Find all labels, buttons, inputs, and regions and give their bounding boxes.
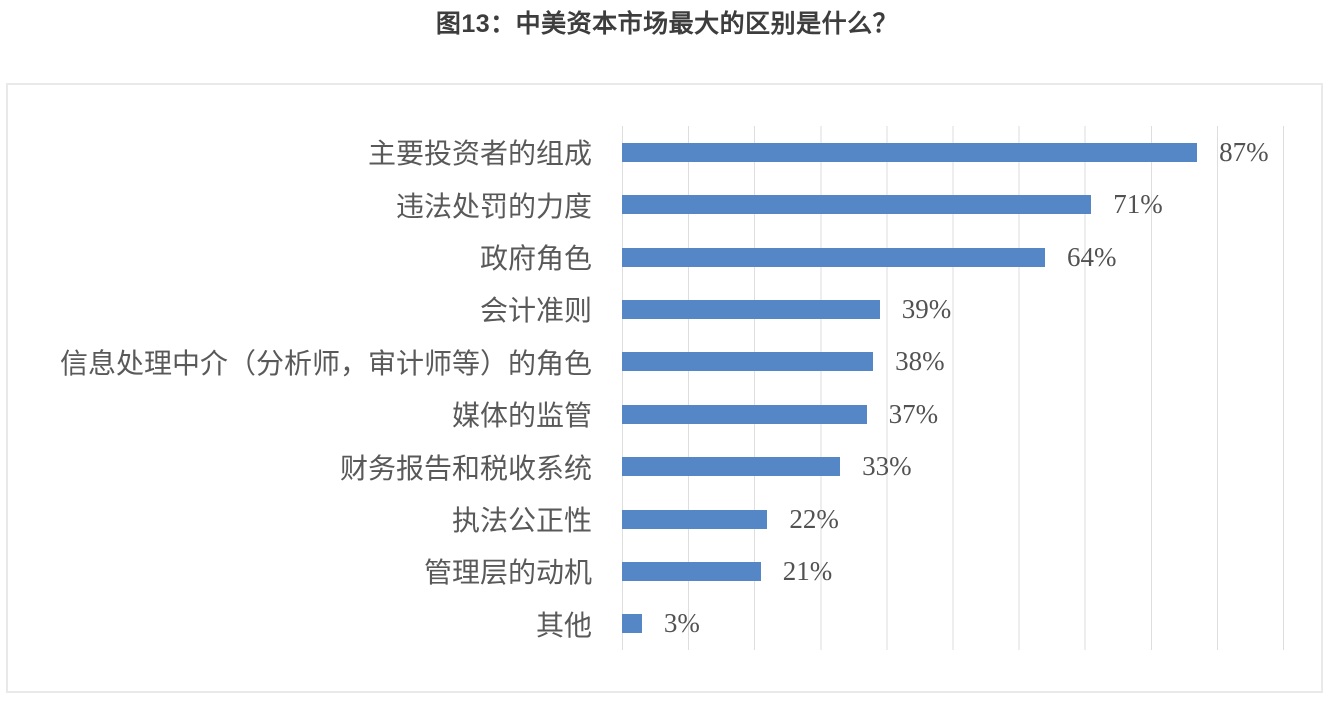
bar (622, 457, 841, 477)
category-label: 执法公正性 (451, 506, 592, 538)
bar (622, 404, 867, 424)
category-axis-labels: 主要投资者的组成违法处罚的力度政府角色会计准则信息处理中介（分析师，审计师等）的… (8, 126, 592, 650)
value-label: 33% (862, 451, 912, 482)
value-label: 22% (789, 503, 839, 534)
bar (622, 352, 874, 372)
bar-row: 22% (622, 493, 1283, 545)
chart-container: 主要投资者的组成违法处罚的力度政府角色会计准则信息处理中介（分析师，审计师等）的… (6, 83, 1323, 693)
bar-row: 21% (622, 545, 1283, 597)
bar (622, 247, 1046, 267)
category-label: 主要投资者的组成 (367, 139, 592, 171)
value-label: 64% (1067, 241, 1117, 272)
category-label: 政府角色 (479, 244, 592, 276)
bar-row: 38% (622, 336, 1283, 388)
value-label: 21% (782, 555, 833, 586)
bar-row: 37% (622, 388, 1283, 440)
bar (622, 509, 768, 529)
bar (622, 614, 642, 634)
bar (622, 299, 880, 319)
category-label: 媒体的监管 (451, 401, 592, 433)
chart-title: 图13：中美资本市场最大的区别是什么？ (435, 10, 899, 38)
value-label: 71% (1113, 189, 1163, 220)
category-label: 管理层的动机 (423, 558, 592, 590)
bar-row: 87% (622, 126, 1283, 178)
bar (622, 142, 1198, 162)
plot-area: 87% 71% 64% 39% 38% 37% 33% 22% 21% 3% (622, 126, 1284, 650)
bar (622, 195, 1092, 215)
category-label: 会计准则 (479, 296, 592, 328)
value-label: 38% (895, 346, 945, 377)
category-label: 财务报告和税收系统 (339, 453, 592, 485)
category-label: 其他 (535, 610, 592, 642)
value-label: 87% (1219, 136, 1269, 167)
bar-row: 33% (622, 440, 1283, 492)
category-label: 违法处罚的力度 (395, 191, 592, 223)
category-label: 信息处理中介（分析师，审计师等）的角色 (59, 348, 592, 380)
bar-row: 71% (622, 178, 1283, 230)
bar (622, 561, 761, 581)
bar-row: 64% (622, 231, 1283, 283)
value-label: 39% (901, 293, 952, 324)
bar-row: 39% (622, 283, 1283, 335)
value-label: 3% (663, 608, 700, 639)
value-label: 37% (888, 398, 939, 429)
bar-row: 3% (622, 598, 1283, 650)
